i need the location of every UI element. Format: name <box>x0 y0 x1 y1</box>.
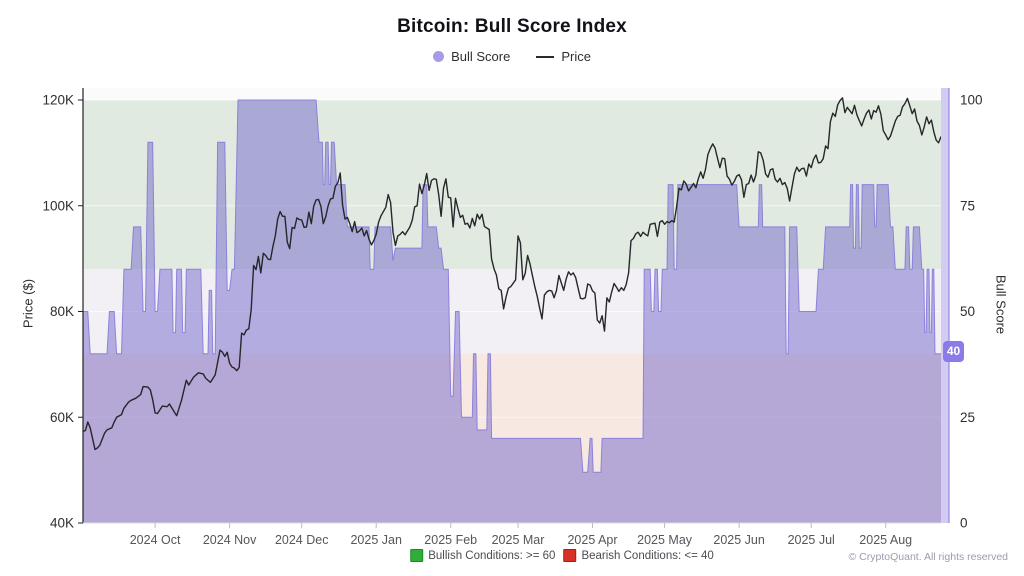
bullish-swatch-icon <box>410 549 424 562</box>
band-above-range <box>83 88 941 100</box>
bearish-conditions-note: Bearish Conditions: <= 40 <box>563 549 714 562</box>
price-tick-label: 80K <box>50 304 74 319</box>
score-tick-label: 50 <box>960 304 975 319</box>
price-axis-title: Price ($) <box>20 278 36 329</box>
bullish-conditions-label: Bullish Conditions: >= 60 <box>428 549 556 562</box>
month-tick-label: 2024 Nov <box>203 533 257 547</box>
axes <box>78 88 950 528</box>
score-tick-label: 25 <box>960 410 975 425</box>
legend-item-price[interactable]: Price <box>536 49 591 64</box>
month-tick-label: 2025 Aug <box>859 533 912 547</box>
price-tick-label: 40K <box>50 516 74 531</box>
price-tick-label: 60K <box>50 410 74 425</box>
month-tick-label: 2025 Jun <box>713 533 764 547</box>
price-tick-label: 100K <box>42 198 74 213</box>
month-tick-label: 2025 Jul <box>788 533 835 547</box>
conditions-note: Bullish Conditions: >= 60 Bearish Condit… <box>410 549 714 562</box>
legend-bull-score-label: Bull Score <box>451 49 511 64</box>
price-line-path <box>83 97 941 451</box>
bull-score-area-edge <box>83 99 941 473</box>
band-bullish <box>83 100 941 270</box>
current-score-badge: 40 <box>943 341 964 362</box>
price-tick-label: 120K <box>42 93 74 108</box>
score-tick-label: 75 <box>960 198 975 213</box>
score-tick-label: 0 <box>960 516 968 531</box>
bull-score-area-fill <box>83 100 941 523</box>
right-axis-highlight-bar <box>941 88 949 523</box>
bearish-swatch-icon <box>563 549 577 562</box>
month-tick-label: 2025 May <box>637 533 693 547</box>
price-series-line <box>83 97 941 451</box>
score-tick-label: 100 <box>960 93 983 108</box>
month-tick-label: 2025 Feb <box>424 533 477 547</box>
bull-score-axis-title: Bull Score <box>993 274 1009 335</box>
legend: Bull Score Price <box>0 49 1024 64</box>
month-tick-label: 2024 Dec <box>275 533 329 547</box>
price-line-icon <box>536 55 555 58</box>
axis-tick-labels: 40K 60K 80K 100K 120K 0 25 50 75 100 2024 Oct 2024 … <box>42 93 982 548</box>
bullish-conditions-note: Bullish Conditions: >= 60 <box>410 549 555 562</box>
month-tick-label: 2024 Oct <box>130 533 181 547</box>
copyright: © CryptoQuant. All rights reserved <box>848 551 1008 563</box>
chart-title: Bitcoin: Bull Score Index <box>397 16 627 37</box>
bearish-conditions-label: Bearish Conditions: <= 40 <box>581 549 714 562</box>
legend-price-label: Price <box>561 49 591 64</box>
bull-score-dot-icon <box>433 51 445 62</box>
month-tick-label: 2025 Apr <box>567 533 617 547</box>
month-tick-label: 2025 Mar <box>492 533 545 547</box>
legend-item-bull-score[interactable]: Bull Score <box>433 49 510 64</box>
bull-score-area <box>83 99 941 523</box>
month-tick-label: 2025 Jan <box>350 533 401 547</box>
